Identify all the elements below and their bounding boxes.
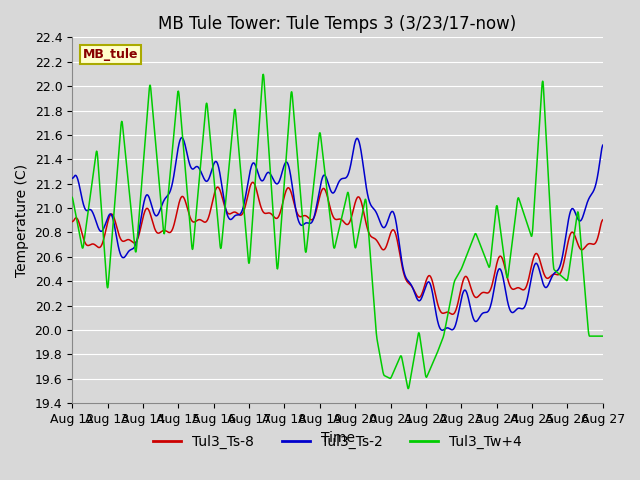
Text: MB_tule: MB_tule	[83, 48, 138, 61]
Y-axis label: Temperature (C): Temperature (C)	[15, 164, 29, 277]
Title: MB Tule Tower: Tule Temps 3 (3/23/17-now): MB Tule Tower: Tule Temps 3 (3/23/17-now…	[158, 15, 516, 33]
X-axis label: Time: Time	[321, 432, 355, 445]
Legend: Tul3_Ts-8, Tul3_Ts-2, Tul3_Tw+4: Tul3_Ts-8, Tul3_Ts-2, Tul3_Tw+4	[148, 430, 527, 455]
